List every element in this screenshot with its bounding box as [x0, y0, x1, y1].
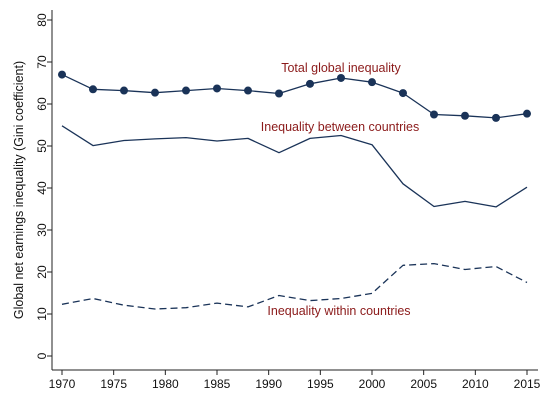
y-tick-label: 40 [35, 181, 49, 195]
y-tick-label: 30 [35, 223, 49, 237]
axes [51, 10, 538, 371]
series-line-2 [61, 125, 528, 208]
data-point [306, 79, 314, 88]
y-tick-label: 20 [35, 265, 49, 279]
data-point [430, 110, 438, 119]
x-tick-label: 1990 [255, 377, 282, 391]
data-point [368, 78, 376, 87]
series-label-3: Inequality within countries [267, 304, 410, 318]
x-tick-label: 1995 [307, 377, 334, 391]
series-label-1: Total global inequality [281, 61, 401, 75]
data-point [461, 111, 469, 120]
series-labels: Total global inequality Inequality betwee… [261, 61, 419, 318]
data-point [492, 113, 500, 122]
series-label-2: Inequality between countries [261, 120, 419, 134]
y-tick-label: 80 [35, 13, 49, 27]
x-tick-label: 2010 [462, 377, 489, 391]
series-line-3 [61, 262, 528, 310]
x-tick-label: 1970 [49, 377, 76, 391]
x-tick-label: 1980 [152, 377, 179, 391]
series-line-1 [61, 74, 528, 119]
data-point [213, 84, 221, 93]
x-tick-label: 1985 [204, 377, 231, 391]
series-group [58, 70, 531, 310]
y-tick-label: 50 [35, 139, 49, 153]
y-tick-label: 0 [35, 352, 49, 359]
x-tick-label: 1975 [100, 377, 127, 391]
data-point [399, 89, 407, 98]
y-tick-label: 10 [35, 307, 49, 321]
y-tick-label: 70 [35, 55, 49, 69]
data-point [182, 86, 190, 95]
data-point [337, 73, 345, 82]
data-point [275, 89, 283, 98]
x-tick-label: 2000 [359, 377, 386, 391]
data-point [523, 109, 531, 118]
data-point [244, 86, 252, 95]
y-axis-title: Global net earnings inequality (Gini coe… [12, 61, 26, 319]
data-point [89, 85, 97, 94]
data-point [120, 86, 128, 95]
x-tick-label: 2015 [514, 377, 541, 391]
x-tick-label: 2005 [410, 377, 437, 391]
data-point [58, 70, 66, 79]
ticks: 0 10 20 30 40 50 60 70 80 1970 1975 1980 1985 1990 199… [35, 13, 540, 391]
data-point [151, 88, 159, 97]
y-tick-label: 60 [35, 97, 49, 111]
